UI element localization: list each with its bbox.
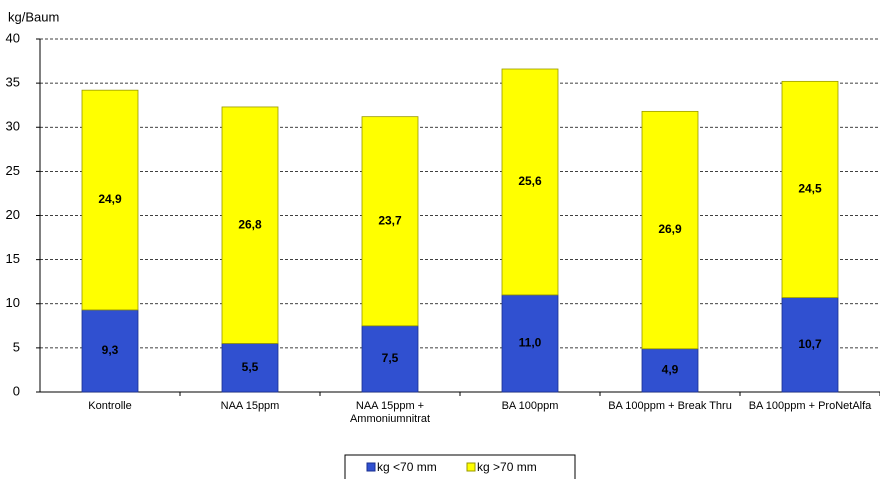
x-tick-label: NAA 15ppm [220,400,280,412]
bar-segment [501,68,559,296]
bar-segment [81,89,139,311]
y-tick-label: 40 [6,30,20,45]
value-label: 24,9 [98,192,122,206]
value-label: 24,5 [798,182,822,196]
legend-swatch [466,462,476,472]
value-label: 9,3 [102,343,119,357]
bar-segment [781,80,839,298]
x-tick-label: Kontrolle [88,400,132,412]
x-tick-label: BA 100ppm + Break Thru [608,400,732,412]
y-tick-label: 0 [13,383,20,398]
x-tick-label: BA 100ppm + ProNetAlfa [748,400,872,412]
bar-segment [221,106,279,344]
bar-segment [781,297,839,393]
bar-segment [361,325,419,393]
bar-segment [641,348,699,393]
value-label: 7,5 [382,351,399,365]
y-axis-label: kg/Baum [8,9,59,24]
y-tick-label: 15 [6,251,20,266]
value-label: 23,7 [378,213,402,227]
value-label: 4,9 [662,363,679,377]
value-label: 11,0 [519,336,542,350]
y-tick-label: 30 [6,119,20,134]
value-label: 26,8 [238,217,262,231]
x-tick-label: NAA 15ppm + Ammoniumnitrat [349,400,431,425]
y-tick-label: 20 [6,207,20,222]
y-tick-label: 5 [13,339,20,354]
value-label: 5,5 [242,360,259,374]
y-tick-label: 35 [6,75,20,90]
value-label: 26,9 [658,222,682,236]
bar-segment [221,343,279,393]
x-tick-label: BA 100ppm [501,400,559,412]
legend-label: kg >70 mm [477,460,537,474]
legend-swatch [366,462,376,472]
y-tick-label: 25 [6,163,20,178]
legend-box [344,454,576,479]
value-label: 25,6 [518,174,542,188]
legend-label: kg <70 mm [377,460,437,474]
bar-segment [361,116,419,327]
bar-segment [641,110,699,350]
value-label: 10,7 [798,337,822,351]
y-tick-label: 10 [6,295,20,310]
